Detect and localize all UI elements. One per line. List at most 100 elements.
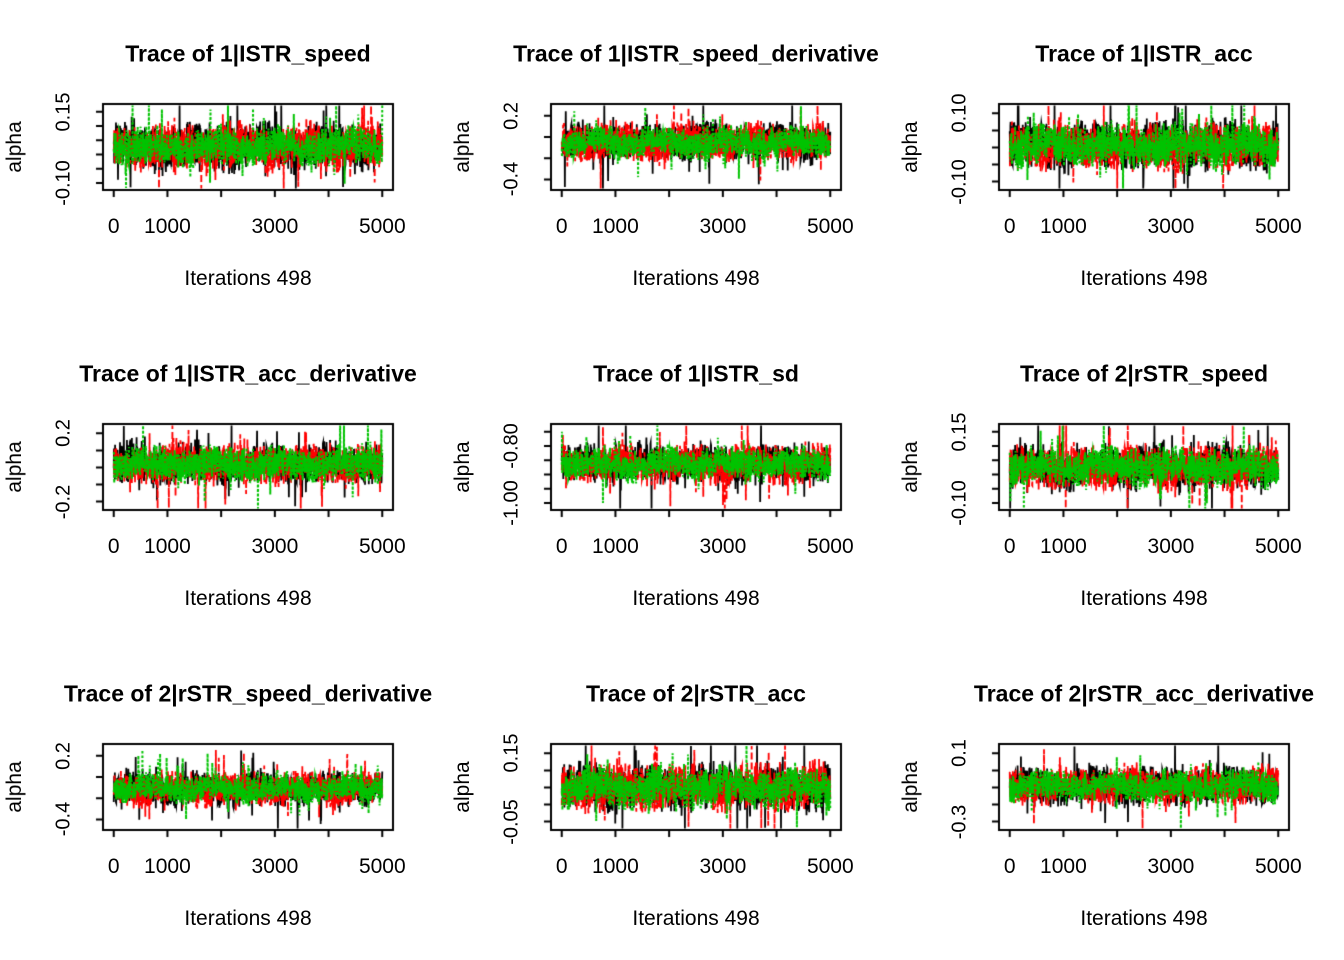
y-tick-label: -0.80 [500, 423, 523, 469]
y-axis-label: alpha [451, 441, 474, 493]
y-tick-label: 0.2 [52, 419, 75, 448]
y-tick-label: -0.05 [500, 798, 523, 845]
y-tick-label: 0.2 [500, 101, 523, 130]
x-tick-label: 3000 [1147, 535, 1195, 558]
panel-title: Trace of 2|rSTR_acc [586, 680, 806, 707]
x-tick-label: 0 [555, 535, 568, 558]
x-tick-label: 0 [555, 215, 568, 238]
y-tick-label: -0.10 [948, 158, 971, 205]
x-axis-label: Iterations 498 [1080, 907, 1208, 930]
panel-title: Trace of 1|ISTR_speed_derivative [513, 40, 879, 67]
x-tick-label: 5000 [358, 855, 406, 878]
trace-canvas [0, 640, 448, 960]
trace-panel: Trace of 2|rSTR_speed_derivative alpha I… [0, 640, 448, 960]
x-tick-label: 5000 [806, 215, 854, 238]
x-axis-label: Iterations 498 [184, 267, 312, 290]
trace-canvas [0, 320, 448, 640]
x-axis-label: Iterations 498 [184, 907, 312, 930]
trace-panel: Trace of 1|ISTR_speed alpha Iterations 4… [0, 0, 448, 320]
x-tick-label: 0 [107, 855, 120, 878]
panel-title: Trace of 1|ISTR_speed [125, 40, 371, 67]
y-axis-label: alpha [899, 761, 922, 813]
x-tick-label: 3000 [251, 855, 299, 878]
y-axis-label: alpha [3, 441, 26, 493]
x-tick-label: 3000 [251, 215, 299, 238]
x-tick-label: 0 [107, 215, 120, 238]
trace-canvas [448, 0, 896, 320]
panel-title: Trace of 2|rSTR_speed_derivative [63, 680, 433, 707]
trace-canvas [896, 320, 1344, 640]
x-tick-label: 1000 [1040, 215, 1087, 238]
x-tick-label: 5000 [1254, 535, 1302, 558]
x-tick-label: 3000 [1147, 855, 1195, 878]
x-tick-label: 5000 [1254, 855, 1302, 878]
x-tick-label: 5000 [806, 855, 854, 878]
x-tick-label: 1000 [1040, 535, 1087, 558]
trace-panel: Trace of 2|rSTR_speed alpha Iterations 4… [896, 320, 1344, 640]
x-tick-label: 0 [1003, 215, 1016, 238]
y-tick-label: -0.10 [948, 480, 971, 526]
trace-canvas [0, 0, 448, 320]
trace-canvas [896, 0, 1344, 320]
x-tick-label: 3000 [251, 535, 299, 558]
y-axis-label: alpha [899, 121, 922, 173]
y-tick-label: 0.15 [500, 733, 523, 773]
y-tick-label: -0.4 [500, 162, 523, 197]
trace-panel: Trace of 2|rSTR_acc alpha Iterations 498… [448, 640, 896, 960]
x-tick-label: 1000 [592, 855, 639, 878]
x-axis-label: Iterations 498 [632, 907, 760, 930]
y-tick-label: -1.00 [500, 480, 523, 526]
y-tick-label: 0.1 [948, 739, 971, 768]
trace-panel: Trace of 1|ISTR_acc_derivative alpha Ite… [0, 320, 448, 640]
trace-panel: Trace of 1|ISTR_acc alpha Iterations 498… [896, 0, 1344, 320]
x-tick-label: 0 [107, 535, 120, 558]
x-tick-label: 3000 [699, 215, 747, 238]
y-axis-label: alpha [899, 441, 922, 493]
x-tick-label: 0 [1003, 535, 1016, 558]
trace-canvas [448, 320, 896, 640]
x-tick-label: 1000 [144, 855, 191, 878]
y-axis-label: alpha [451, 121, 474, 173]
y-tick-label: -0.2 [52, 484, 75, 519]
x-axis-label: Iterations 498 [632, 587, 760, 610]
x-tick-label: 1000 [592, 215, 639, 238]
trace-panel: Trace of 1|ISTR_sd alpha Iterations 498 … [448, 320, 896, 640]
x-tick-label: 1000 [592, 535, 639, 558]
y-axis-label: alpha [3, 121, 26, 173]
x-tick-label: 5000 [1254, 215, 1302, 238]
x-tick-label: 5000 [358, 535, 406, 558]
trace-panel: Trace of 2|rSTR_acc_derivative alpha Ite… [896, 640, 1344, 960]
x-axis-label: Iterations 498 [1080, 267, 1208, 290]
x-axis-label: Iterations 498 [184, 587, 312, 610]
panel-title: Trace of 2|rSTR_acc_derivative [973, 680, 1315, 707]
y-tick-label: -0.3 [948, 804, 971, 839]
x-tick-label: 3000 [699, 855, 747, 878]
y-tick-label: 0.15 [948, 412, 971, 452]
x-tick-label: 0 [1003, 855, 1016, 878]
trace-canvas [448, 640, 896, 960]
x-tick-label: 3000 [699, 535, 747, 558]
y-tick-label: 0.10 [948, 93, 971, 133]
x-tick-label: 1000 [144, 535, 191, 558]
y-axis-label: alpha [3, 761, 26, 813]
x-axis-label: Iterations 498 [632, 267, 760, 290]
panel-title: Trace of 1|ISTR_acc [1035, 40, 1253, 67]
y-tick-label: -0.10 [52, 160, 75, 206]
x-tick-label: 1000 [144, 215, 191, 238]
panel-title: Trace of 1|ISTR_acc_derivative [79, 360, 417, 387]
panel-title: Trace of 1|ISTR_sd [593, 360, 799, 387]
trace-canvas [896, 640, 1344, 960]
x-axis-label: Iterations 498 [1080, 587, 1208, 610]
trace-panel: Trace of 1|ISTR_speed_derivative alpha I… [448, 0, 896, 320]
x-tick-label: 1000 [1040, 855, 1087, 878]
x-tick-label: 5000 [358, 215, 406, 238]
y-tick-label: 0.2 [52, 741, 75, 770]
x-tick-label: 5000 [806, 535, 854, 558]
panel-title: Trace of 2|rSTR_speed [1019, 360, 1269, 387]
x-tick-label: 0 [555, 855, 568, 878]
x-tick-label: 3000 [1147, 215, 1195, 238]
y-tick-label: -0.4 [52, 802, 75, 837]
y-axis-label: alpha [451, 761, 474, 813]
y-tick-label: 0.15 [52, 92, 75, 132]
